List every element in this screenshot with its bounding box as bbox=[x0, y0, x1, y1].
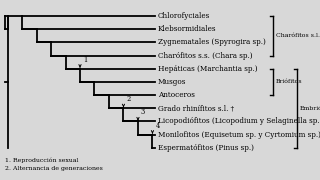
Text: Licopodiófitos (Licopodium y Selaginella sp.): Licopodiófitos (Licopodium y Selaginella… bbox=[158, 118, 320, 125]
Text: Musgos: Musgos bbox=[158, 78, 186, 86]
Text: Hepáticas (Marchantia sp.): Hepáticas (Marchantia sp.) bbox=[158, 65, 258, 73]
Text: Embriófitos: Embriófitos bbox=[300, 106, 320, 111]
Text: Charófitos s.s. (Chara sp.): Charófitos s.s. (Chara sp.) bbox=[158, 51, 252, 60]
Text: 2: 2 bbox=[126, 95, 131, 103]
Text: Espermatófitos (Pinus sp.): Espermatófitos (Pinus sp.) bbox=[158, 144, 254, 152]
Text: Charófitos s.l.: Charófitos s.l. bbox=[276, 33, 320, 38]
Text: Briófitos: Briófitos bbox=[276, 79, 302, 84]
Text: Chlorofyciales: Chlorofyciales bbox=[158, 12, 210, 20]
Text: 4: 4 bbox=[156, 122, 160, 130]
Text: Antoceros: Antoceros bbox=[158, 91, 195, 99]
Text: 3: 3 bbox=[141, 109, 145, 116]
Text: Monilofitos (Equisetum sp. y Cyrtomium sp.): Monilofitos (Equisetum sp. y Cyrtomium s… bbox=[158, 131, 320, 139]
Text: Klebsormidiales: Klebsormidiales bbox=[158, 25, 216, 33]
Text: Zygnematales (Spyrogira sp.): Zygnematales (Spyrogira sp.) bbox=[158, 38, 266, 46]
Text: 1. Reproducción sexual: 1. Reproducción sexual bbox=[4, 157, 78, 163]
Text: 2. Alternancia de generaciones: 2. Alternancia de generaciones bbox=[4, 166, 102, 171]
Text: 1: 1 bbox=[83, 56, 87, 64]
Text: Grado rhinífitos s.l. †: Grado rhinífitos s.l. † bbox=[158, 104, 234, 112]
